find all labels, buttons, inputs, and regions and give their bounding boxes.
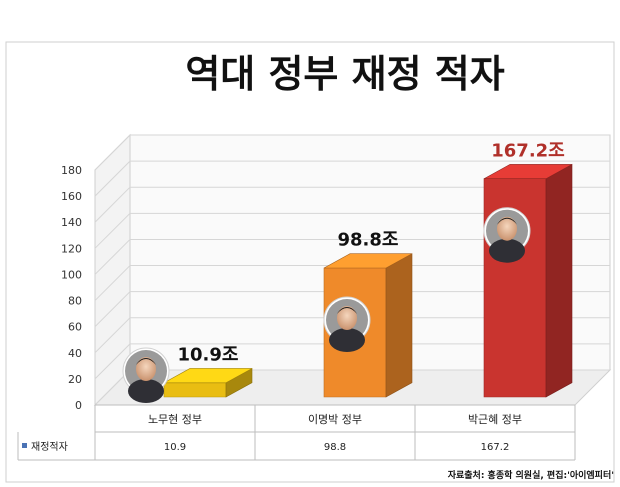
y-axis-ticks: 0 20 40 60 80 100 120 140 160 180	[61, 164, 82, 412]
bar-top	[483, 164, 573, 180]
data-table: 재정적자 노무현 정부 10.9 이명박 정부 98.8 박근혜 정부 167.2	[17, 404, 576, 461]
portrait-hair	[337, 307, 357, 315]
value-label: 98.8조	[338, 230, 399, 251]
portrait-face	[136, 357, 156, 381]
table-value: 167.2	[481, 442, 510, 453]
table-cells: 노무현 정부 10.9 이명박 정부 98.8 박근혜 정부 167.2	[148, 413, 522, 453]
source-note: 자료출처: 홍종학 의원실, 편집:'아이엠피터'	[448, 469, 614, 481]
category-label: 박근혜 정부	[468, 413, 522, 426]
y-tick-label: 100	[61, 268, 82, 281]
y-tick-label: 160	[61, 190, 82, 203]
gridline	[94, 212, 131, 249]
category-label: 이명박 정부	[308, 413, 362, 426]
bars: 10.9조 98.8조 167.2조	[122, 140, 573, 403]
bar-front	[163, 382, 227, 398]
y-tick-label: 80	[68, 295, 82, 308]
table-value: 98.8	[324, 442, 346, 453]
legend-series-name: 재정적자	[31, 441, 68, 453]
gridline	[94, 239, 131, 275]
bar-top	[323, 253, 413, 269]
y-tick-label: 120	[61, 242, 82, 255]
gridline	[94, 317, 131, 354]
portrait-shoulders	[128, 379, 164, 403]
portrait-icon	[323, 296, 371, 353]
value-label: 10.9조	[178, 344, 239, 365]
table-value: 10.9	[164, 442, 186, 453]
y-tick-label: 180	[61, 164, 82, 177]
gridline	[94, 186, 131, 223]
gridline	[94, 134, 131, 171]
portrait-shoulders	[489, 238, 525, 263]
category-label: 노무현 정부	[148, 413, 202, 426]
bar: 167.2조	[483, 140, 573, 398]
y-tick-label: 0	[75, 399, 82, 412]
portrait-icon	[483, 207, 531, 263]
chart-title: 역대 정부 재정 적자	[185, 52, 504, 96]
bar-side	[545, 163, 573, 398]
portrait-hair	[497, 217, 517, 225]
y-tick-label: 60	[68, 321, 82, 334]
bar-side	[385, 253, 413, 398]
portrait-face	[337, 306, 357, 331]
portrait-shoulders	[329, 328, 365, 353]
bar-top	[163, 368, 253, 384]
portrait-hair	[136, 358, 156, 365]
y-tick-label: 20	[68, 373, 82, 386]
portrait-face	[497, 216, 517, 241]
gridline	[94, 343, 131, 380]
gridline	[94, 160, 131, 197]
y-tick-label: 140	[61, 216, 82, 229]
gridline	[94, 291, 131, 328]
y-tick-label: 40	[68, 347, 82, 360]
gridline	[94, 265, 131, 301]
bar: 10.9조	[122, 344, 253, 403]
plot-area: 0 20 40 60 80 100 120 140 160 180 10.9조 98.8조 167.2…	[61, 133, 612, 412]
portrait-icon	[122, 347, 170, 403]
legend-swatch	[22, 443, 27, 448]
bar: 98.8조	[323, 230, 413, 398]
value-label: 167.2조	[491, 140, 565, 161]
